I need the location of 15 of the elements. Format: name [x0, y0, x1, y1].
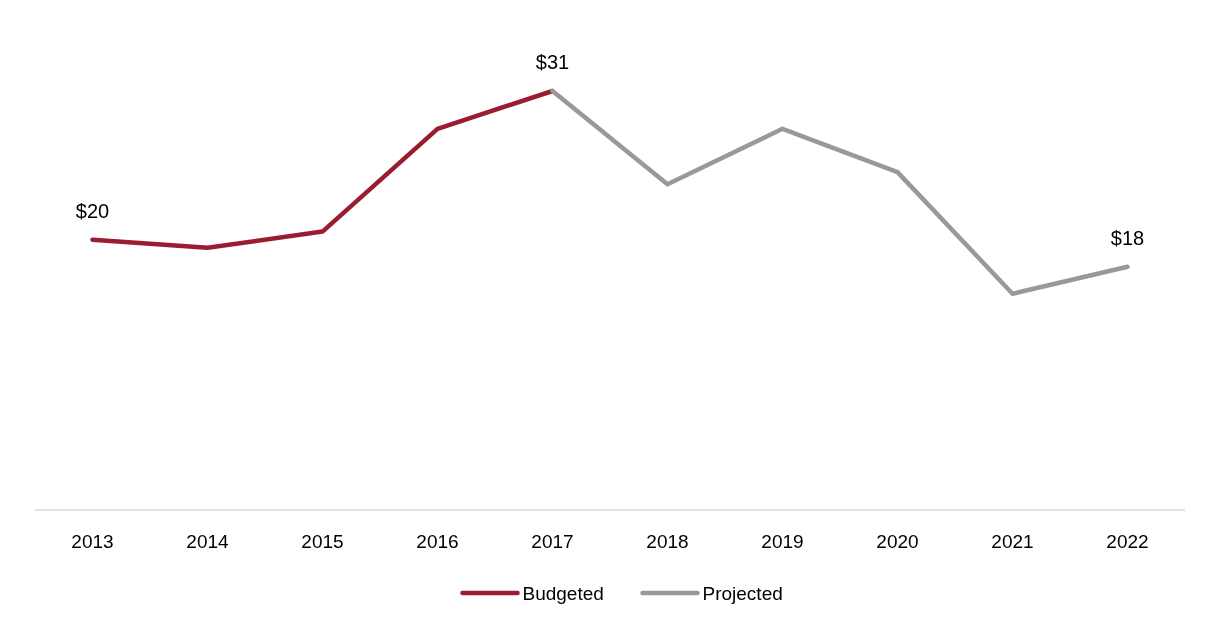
x-tick-label: 2014: [186, 531, 230, 552]
data-label: $18: [1110, 226, 1145, 249]
x-tick-label: 2016: [416, 531, 459, 552]
x-tick-label: 2021: [991, 531, 1034, 552]
x-tick-label: 2017: [531, 531, 574, 552]
x-tick-label: 2013: [71, 531, 114, 552]
x-tick-label: 2022: [1106, 531, 1149, 552]
data-label: $31: [535, 51, 570, 73]
x-tick-label: 2019: [761, 531, 804, 552]
x-tick-label: 2015: [301, 531, 344, 552]
x-tick-label: 2020: [876, 531, 919, 552]
x-tick-label: 2018: [646, 531, 689, 552]
data-label: $20: [75, 199, 110, 222]
legend-label: Projected: [702, 582, 783, 604]
legend-label: Budgeted: [522, 582, 604, 604]
